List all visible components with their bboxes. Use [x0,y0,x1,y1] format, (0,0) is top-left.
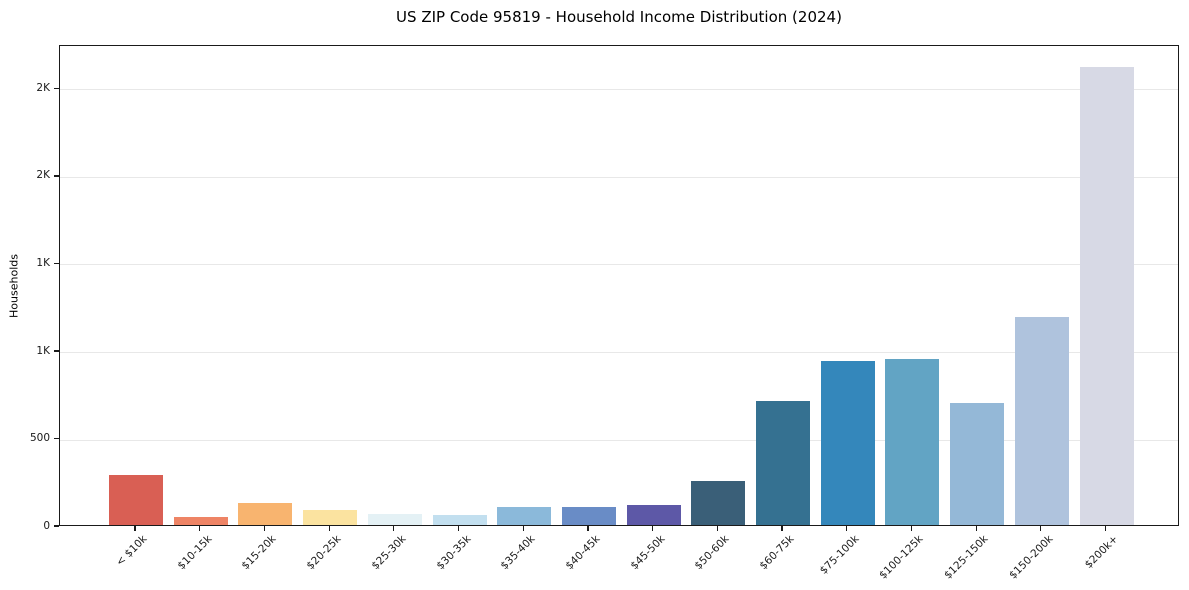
y-tick-mark [54,87,59,90]
x-tick-mark [910,526,913,531]
bar-35-40k [497,506,552,525]
bar-50-60k [691,481,746,525]
x-tick-label: $35-40k [498,533,538,573]
x-tick-mark [263,526,266,531]
bar-25-30k [367,514,422,525]
x-tick-mark [1040,526,1042,531]
bar-150-200k [1014,317,1069,525]
x-tick-label: $20-25k [304,533,344,573]
x-tick-mark [652,526,654,531]
y-tick-label: 2K [36,169,50,182]
bar-40-45k [561,507,616,525]
x-tick-label: $30-35k [433,533,473,573]
y-tick-label: 0 [43,519,50,532]
bar-100-125k [885,358,940,525]
y-tick-label: 500 [29,432,50,444]
x-tick-label: < $10k [113,533,150,569]
x-tick-label: $100-125k [877,533,926,582]
x-tick-mark [846,526,848,531]
y-tick-label: 1K [36,344,50,357]
x-tick-label: $25-30k [369,533,409,573]
bar-10-15k [173,516,228,525]
x-tick-label: $50-60k [692,533,732,573]
x-tick-label: $150-200k [1006,533,1056,582]
x-tick-mark [781,526,783,531]
plot-area [59,45,1179,526]
x-tick-mark [199,526,201,531]
y-tick-mark [54,175,59,177]
bar-75-100k [820,360,875,525]
x-tick-label: $75-100k [817,533,862,577]
x-tick-mark [328,526,330,531]
x-tick-label: $45-50k [627,533,668,573]
gridline [60,439,1178,441]
bar-45-50k [626,504,681,525]
x-tick-label: $125-150k [942,533,991,582]
x-tick-mark [393,526,395,531]
y-tick-label: 2K [36,81,50,94]
bar-10k [109,475,163,525]
x-tick-mark [587,526,589,531]
x-tick-mark [716,526,718,531]
bar-60-75k [756,400,810,525]
x-tick-mark [522,526,524,531]
y-tick-mark [54,350,59,352]
x-tick-mark [134,526,136,531]
x-tick-label: $60-75k [757,533,797,573]
bar-125-150k [950,402,1005,525]
x-tick-label: $10-15k [175,533,215,573]
x-tick-label: $40-45k [563,533,603,573]
x-tick-mark [457,526,460,531]
y-tick-mark [54,525,59,527]
y-tick-mark [54,437,59,440]
x-tick-mark [1104,526,1107,531]
y-tick-mark [54,262,59,265]
bar-200k [1079,66,1134,525]
gridline [60,89,1178,91]
y-tick-label: 1K [36,256,50,269]
bar-15-20k [238,502,293,525]
y-axis-label: Households [7,254,21,318]
chart-title: US ZIP Code 95819 - Household Income Dis… [396,8,842,26]
x-tick-label: $200k+ [1082,533,1120,571]
x-tick-mark [975,526,977,531]
gridline [60,264,1178,266]
gridline [60,352,1178,353]
x-tick-label: $15-20k [239,533,279,573]
gridline [60,176,1178,178]
bar-20-25k [303,509,358,525]
bar-30-35k [432,515,487,525]
